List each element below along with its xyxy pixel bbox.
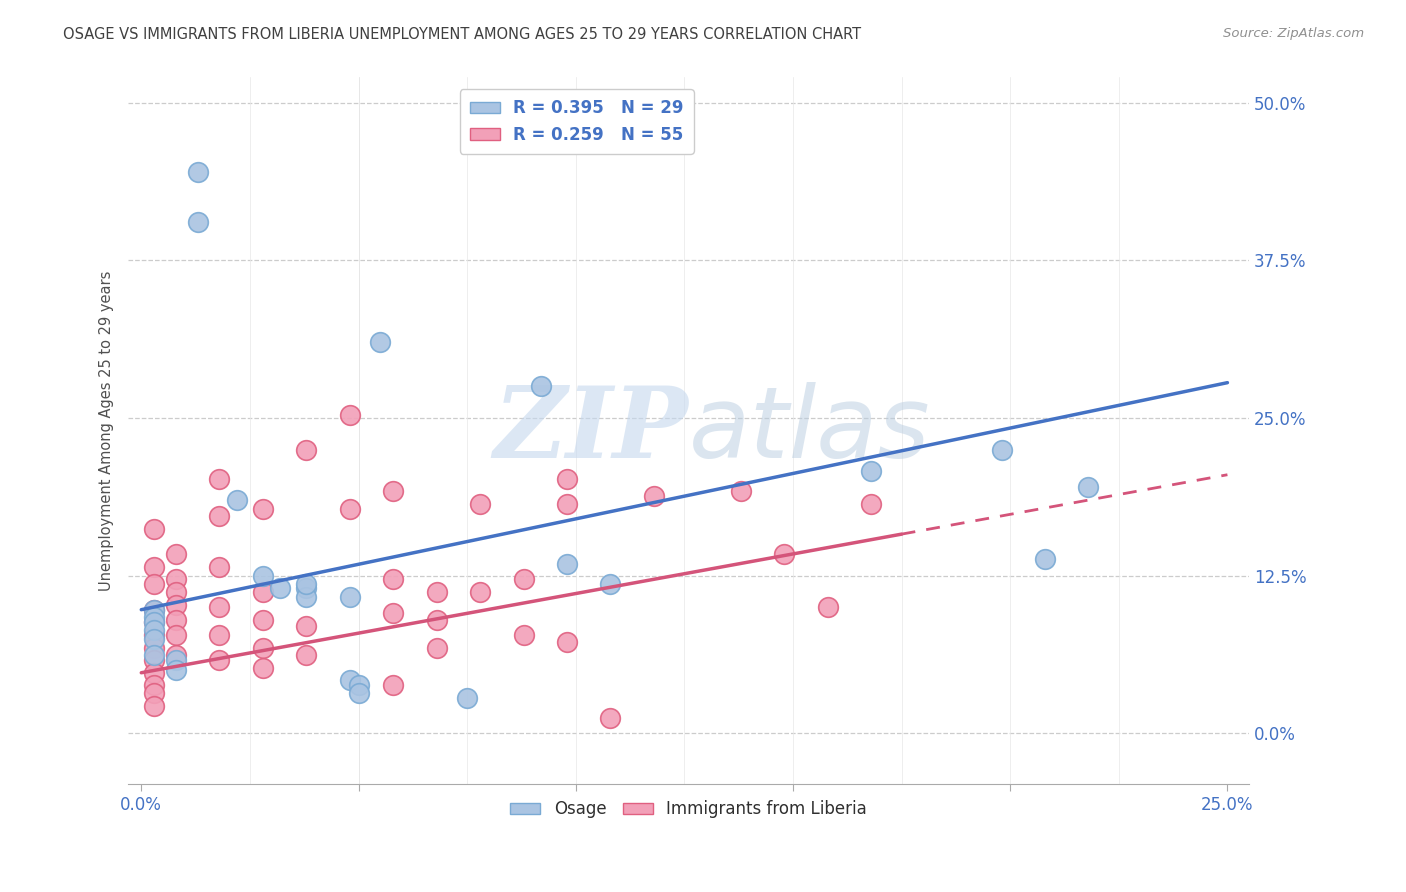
- Point: [143, 615, 166, 630]
- Point: [730, 484, 752, 499]
- Point: [1033, 552, 1056, 566]
- Point: [187, 165, 209, 179]
- Legend: Osage, Immigrants from Liberia: Osage, Immigrants from Liberia: [503, 794, 873, 825]
- Text: Source: ZipAtlas.com: Source: ZipAtlas.com: [1223, 27, 1364, 40]
- Point: [990, 442, 1012, 457]
- Point: [208, 653, 231, 667]
- Point: [143, 640, 166, 655]
- Point: [1077, 480, 1099, 494]
- Point: [143, 610, 166, 624]
- Point: [470, 497, 492, 511]
- Point: [187, 215, 209, 229]
- Point: [382, 484, 405, 499]
- Point: [208, 628, 231, 642]
- Point: [143, 522, 166, 536]
- Point: [295, 442, 318, 457]
- Point: [530, 379, 553, 393]
- Point: [295, 581, 318, 595]
- Point: [252, 501, 274, 516]
- Point: [773, 547, 796, 561]
- Point: [252, 661, 274, 675]
- Point: [252, 568, 274, 582]
- Point: [143, 559, 166, 574]
- Point: [817, 600, 839, 615]
- Point: [165, 573, 187, 587]
- Point: [269, 581, 291, 595]
- Point: [347, 678, 370, 692]
- Point: [208, 509, 231, 524]
- Text: ZIP: ZIP: [494, 383, 689, 479]
- Point: [339, 673, 361, 688]
- Point: [165, 585, 187, 599]
- Point: [426, 585, 449, 599]
- Point: [143, 632, 166, 646]
- Point: [555, 497, 578, 511]
- Point: [165, 648, 187, 662]
- Point: [165, 653, 187, 667]
- Point: [143, 623, 166, 637]
- Point: [643, 489, 665, 503]
- Point: [382, 573, 405, 587]
- Point: [143, 648, 166, 662]
- Point: [382, 607, 405, 621]
- Point: [382, 678, 405, 692]
- Point: [165, 613, 187, 627]
- Point: [165, 663, 187, 677]
- Point: [426, 640, 449, 655]
- Point: [295, 577, 318, 591]
- Point: [295, 590, 318, 604]
- Point: [599, 711, 621, 725]
- Point: [426, 613, 449, 627]
- Point: [860, 497, 883, 511]
- Point: [512, 628, 534, 642]
- Point: [252, 640, 274, 655]
- Y-axis label: Unemployment Among Ages 25 to 29 years: Unemployment Among Ages 25 to 29 years: [100, 270, 114, 591]
- Point: [165, 628, 187, 642]
- Point: [225, 492, 247, 507]
- Point: [252, 613, 274, 627]
- Point: [143, 653, 166, 667]
- Point: [143, 603, 166, 617]
- Point: [143, 577, 166, 591]
- Point: [512, 573, 534, 587]
- Point: [295, 648, 318, 662]
- Point: [599, 577, 621, 591]
- Text: atlas: atlas: [689, 382, 931, 479]
- Point: [456, 690, 478, 705]
- Point: [555, 558, 578, 572]
- Point: [143, 678, 166, 692]
- Point: [208, 559, 231, 574]
- Point: [555, 471, 578, 485]
- Point: [339, 409, 361, 423]
- Point: [295, 619, 318, 633]
- Point: [143, 698, 166, 713]
- Point: [143, 628, 166, 642]
- Point: [165, 547, 187, 561]
- Point: [165, 598, 187, 612]
- Point: [143, 665, 166, 680]
- Point: [208, 471, 231, 485]
- Point: [368, 335, 391, 350]
- Text: OSAGE VS IMMIGRANTS FROM LIBERIA UNEMPLOYMENT AMONG AGES 25 TO 29 YEARS CORRELAT: OSAGE VS IMMIGRANTS FROM LIBERIA UNEMPLO…: [63, 27, 862, 42]
- Point: [347, 686, 370, 700]
- Point: [339, 501, 361, 516]
- Point: [208, 600, 231, 615]
- Point: [143, 686, 166, 700]
- Point: [143, 603, 166, 617]
- Point: [470, 585, 492, 599]
- Point: [339, 590, 361, 604]
- Point: [143, 615, 166, 630]
- Point: [252, 585, 274, 599]
- Point: [860, 464, 883, 478]
- Point: [555, 635, 578, 649]
